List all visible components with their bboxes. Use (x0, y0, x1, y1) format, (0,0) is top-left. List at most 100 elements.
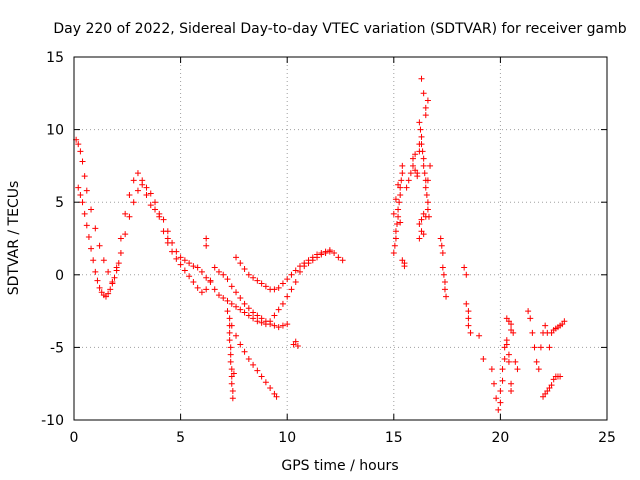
data-point (275, 306, 282, 313)
data-point (226, 322, 233, 329)
data-point (439, 250, 446, 257)
data-point (237, 341, 244, 348)
data-point (237, 260, 244, 267)
data-point (294, 342, 301, 349)
data-point (420, 90, 427, 97)
data-point (241, 348, 248, 355)
y-tick-label: -5 (50, 340, 64, 356)
data-point (397, 191, 404, 198)
data-point (390, 210, 397, 217)
data-point (497, 399, 504, 406)
data-point (250, 315, 257, 322)
data-point (421, 170, 428, 177)
data-point (262, 379, 269, 386)
data-point (134, 187, 141, 194)
data-point (529, 329, 536, 336)
data-point (271, 286, 278, 293)
data-point (391, 242, 398, 249)
data-point (254, 318, 261, 325)
data-point (476, 332, 483, 339)
data-point (228, 283, 235, 290)
data-point (416, 220, 423, 227)
data-point (441, 279, 448, 286)
data-point (420, 162, 427, 169)
data-point (417, 126, 424, 133)
data-point (143, 184, 150, 191)
data-point (409, 162, 416, 169)
data-point (422, 104, 429, 111)
data-point (262, 318, 269, 325)
data-point (186, 260, 193, 267)
data-point (422, 112, 429, 119)
data-point (96, 242, 103, 249)
data-point (227, 344, 234, 351)
data-point (392, 196, 399, 203)
data-point (512, 358, 519, 365)
data-point (177, 261, 184, 268)
data-point (109, 280, 116, 287)
data-point (465, 322, 472, 329)
data-point (241, 265, 248, 272)
data-point (152, 206, 159, 213)
data-point (427, 162, 434, 169)
data-point (542, 322, 549, 329)
data-point (396, 199, 403, 206)
data-point (463, 300, 470, 307)
data-point (326, 247, 333, 254)
data-point (215, 268, 222, 275)
data-point (335, 254, 342, 261)
data-point (275, 324, 282, 331)
data-point (107, 286, 114, 293)
data-point (224, 276, 231, 283)
data-point (203, 242, 210, 249)
data-point (508, 380, 515, 387)
data-point (290, 341, 297, 348)
series-group (437, 235, 450, 300)
data-point (548, 382, 555, 389)
data-point (533, 358, 540, 365)
data-point (399, 170, 406, 177)
data-point (96, 284, 103, 291)
data-point (392, 235, 399, 242)
data-point (83, 187, 90, 194)
data-point (75, 141, 82, 148)
data-point (88, 206, 95, 213)
y-tick-labels: -10 -5 0 5 10 15 (41, 50, 64, 429)
series-group (503, 315, 521, 373)
data-point (220, 295, 227, 302)
data-point (258, 373, 265, 380)
x-tick-label: 10 (278, 430, 296, 446)
data-point (508, 387, 515, 394)
series-group (233, 247, 333, 293)
data-point (273, 393, 280, 400)
data-point (443, 293, 450, 300)
data-point (194, 284, 201, 291)
data-point (88, 245, 95, 252)
data-point (241, 300, 248, 307)
data-point (81, 173, 88, 180)
data-points (73, 75, 568, 413)
data-point (203, 286, 210, 293)
data-point (537, 344, 544, 351)
data-point (440, 271, 447, 278)
data-point (152, 199, 159, 206)
data-point (503, 341, 510, 348)
data-point (409, 155, 416, 162)
data-point (147, 202, 154, 209)
data-point (83, 222, 90, 229)
data-point (190, 263, 197, 270)
data-point (254, 312, 261, 319)
data-point (245, 305, 252, 312)
y-tick-label: 15 (46, 50, 64, 66)
data-point (418, 133, 425, 140)
series-group (540, 373, 564, 400)
data-point (160, 216, 167, 223)
data-point (508, 326, 515, 333)
data-point (501, 356, 508, 363)
data-point (100, 257, 107, 264)
data-point (401, 260, 408, 267)
data-point (480, 356, 487, 363)
data-point (267, 385, 274, 392)
data-point (169, 248, 176, 255)
data-point (414, 170, 421, 177)
